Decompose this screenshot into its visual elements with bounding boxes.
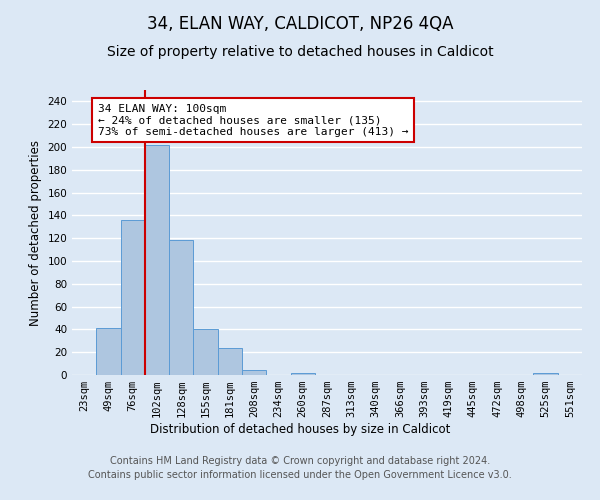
Bar bbox=[145, 144, 169, 375]
Text: Distribution of detached houses by size in Caldicot: Distribution of detached houses by size … bbox=[150, 422, 450, 436]
Y-axis label: Number of detached properties: Number of detached properties bbox=[29, 140, 42, 326]
Bar bbox=[193, 330, 218, 375]
Bar bbox=[169, 240, 193, 375]
Text: Size of property relative to detached houses in Caldicot: Size of property relative to detached ho… bbox=[107, 45, 493, 59]
Bar bbox=[242, 370, 266, 375]
Bar bbox=[290, 372, 315, 375]
Text: 34, ELAN WAY, CALDICOT, NP26 4QA: 34, ELAN WAY, CALDICOT, NP26 4QA bbox=[147, 15, 453, 33]
Text: Contains HM Land Registry data © Crown copyright and database right 2024.
Contai: Contains HM Land Registry data © Crown c… bbox=[88, 456, 512, 480]
Bar bbox=[533, 372, 558, 375]
Bar bbox=[96, 328, 121, 375]
Text: 34 ELAN WAY: 100sqm
← 24% of detached houses are smaller (135)
73% of semi-detac: 34 ELAN WAY: 100sqm ← 24% of detached ho… bbox=[97, 104, 408, 137]
Bar bbox=[121, 220, 145, 375]
Bar bbox=[218, 348, 242, 375]
